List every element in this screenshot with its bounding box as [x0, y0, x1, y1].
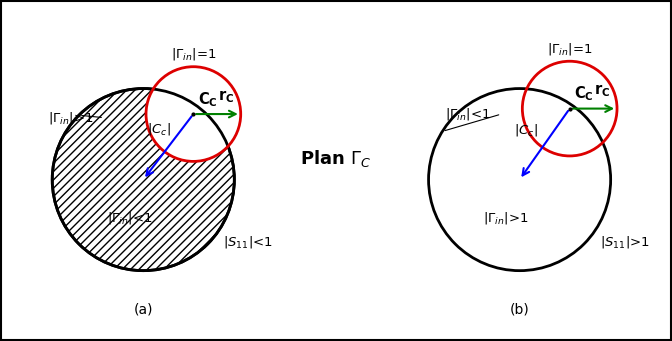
- Text: $|S_{11}|$>1: $|S_{11}|$>1: [599, 234, 650, 250]
- Text: Plan $\Gamma_C$: Plan $\Gamma_C$: [300, 148, 372, 169]
- Circle shape: [52, 89, 235, 271]
- Text: $|\Gamma_{in}|$<1: $|\Gamma_{in}|$<1: [107, 210, 153, 226]
- Text: (b): (b): [510, 302, 530, 316]
- Circle shape: [146, 67, 241, 161]
- Text: $|S_{11}|$<1: $|S_{11}|$<1: [223, 234, 274, 250]
- Text: $|\Gamma_{in}|$>1: $|\Gamma_{in}|$>1: [483, 210, 529, 226]
- Text: $\mathbf{C_C}$: $\mathbf{C_C}$: [575, 85, 594, 103]
- Text: $|C_c|$: $|C_c|$: [147, 121, 171, 137]
- Text: $|\Gamma_{in}|$<1: $|\Gamma_{in}|$<1: [445, 106, 491, 122]
- Circle shape: [522, 61, 617, 156]
- Text: $|\Gamma_{in}|$=1: $|\Gamma_{in}|$=1: [171, 46, 216, 62]
- Circle shape: [146, 67, 241, 161]
- Text: $\mathbf{C_C}$: $\mathbf{C_C}$: [198, 90, 218, 108]
- Text: $\mathbf{r_C}$: $\mathbf{r_C}$: [594, 83, 610, 100]
- Circle shape: [429, 89, 611, 271]
- Text: (a): (a): [134, 302, 153, 316]
- Text: $|C_c|$: $|C_c|$: [515, 122, 538, 138]
- Text: $\mathbf{r_C}$: $\mathbf{r_C}$: [218, 88, 234, 105]
- Text: $|\Gamma_{in}|$=1: $|\Gamma_{in}|$=1: [547, 41, 593, 57]
- Text: $|\Gamma_{in}|$>1: $|\Gamma_{in}|$>1: [48, 110, 93, 126]
